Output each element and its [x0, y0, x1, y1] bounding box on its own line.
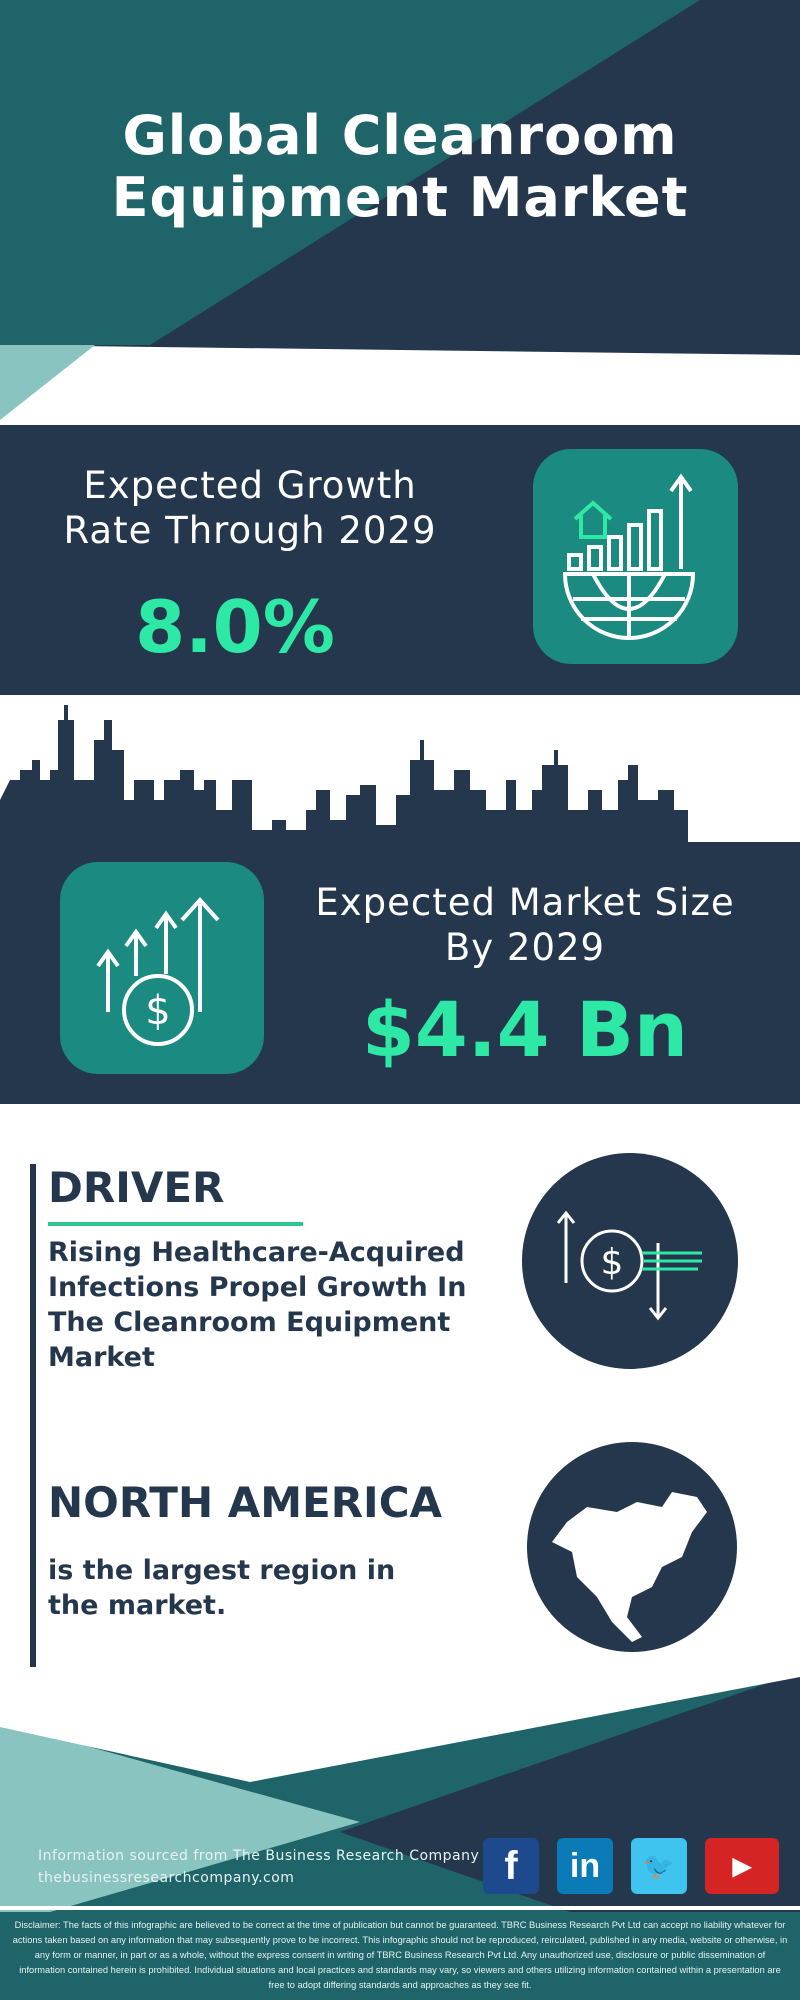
linkedin-icon[interactable]: in — [557, 1838, 613, 1894]
twitter-icon[interactable]: 🐦 — [631, 1838, 687, 1894]
region-heading: NORTH AMERICA — [48, 1478, 443, 1527]
header-background — [0, 0, 800, 425]
dollar-exchange-icon: $ — [556, 1210, 702, 1321]
market-icon-box: $ — [60, 862, 264, 1074]
growth-label-line2: Rate Through 2029 — [63, 509, 437, 552]
source-text: Information sourced from The Business Re… — [38, 1848, 480, 1864]
globe-growth-chart-icon — [562, 473, 696, 640]
driver-icon-circle: $ — [522, 1153, 738, 1369]
region-icon-circle — [527, 1442, 737, 1652]
driver-text: Rising Healthcare-Acquired Infections Pr… — [48, 1237, 467, 1373]
disclaimer: Disclaimer: The facts of this infographi… — [12, 1920, 788, 1990]
market-size-value: $4.4 Bn — [361, 985, 688, 1074]
svg-text:$: $ — [601, 1242, 624, 1283]
page-title: Global Cleanroom Equipment Market — [0, 105, 800, 229]
region-text: is the largest region in the market. — [48, 1555, 396, 1621]
dollar-coin-growth-arrows-icon: $ — [96, 897, 220, 1046]
svg-text:$: $ — [145, 988, 170, 1034]
growth-icon-box — [533, 449, 738, 664]
title-line-2: Equipment Market — [111, 166, 689, 229]
growth-value: 8.0% — [135, 585, 335, 669]
driver-bar — [30, 1164, 36, 1446]
market-label-line1: Expected Market Size — [315, 881, 735, 924]
growth-label-line1: Expected Growth — [83, 464, 417, 507]
driver-heading: DRIVER — [48, 1163, 225, 1212]
youtube-icon[interactable]: ▶ — [705, 1838, 779, 1894]
region-bar — [30, 1442, 36, 1667]
social-links: f in 🐦 ▶ — [483, 1838, 779, 1894]
city-skyline — [0, 705, 688, 845]
driver-underline — [48, 1222, 303, 1226]
market-size-label: Expected Market Size By 2029 — [300, 880, 750, 970]
market-label-line2: By 2029 — [444, 926, 606, 969]
footer-white-overlay — [0, 1672, 800, 1782]
north-america-map-icon — [552, 1492, 707, 1642]
footer-source: Information sourced from The Business Re… — [38, 1845, 479, 1889]
growth-label: Expected Growth Rate Through 2029 — [40, 463, 460, 553]
facebook-icon[interactable]: f — [483, 1838, 539, 1894]
website-link[interactable]: thebusinessresearchcompany.com — [38, 1870, 295, 1886]
title-line-1: Global Cleanroom — [122, 104, 678, 167]
